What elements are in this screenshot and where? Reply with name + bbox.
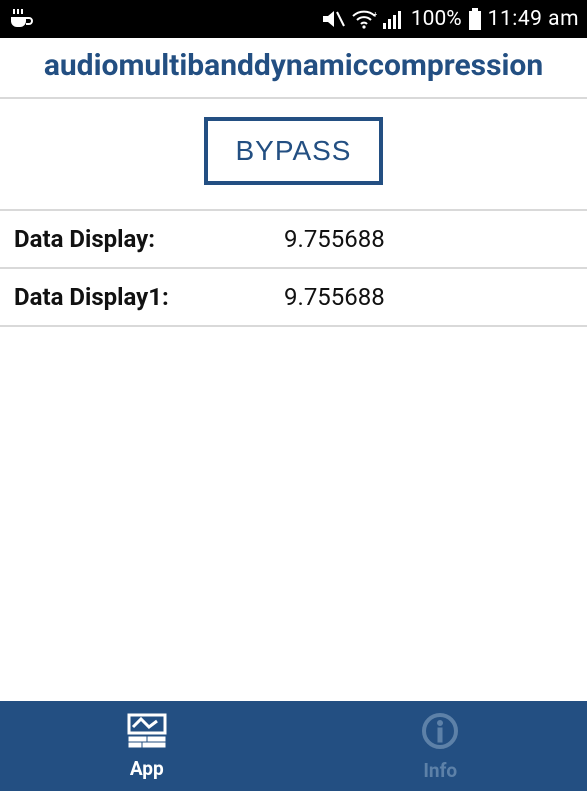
nav-label-app: App (130, 757, 164, 780)
data-value: 9.755688 (284, 283, 385, 311)
nav-tab-info[interactable]: Info (294, 701, 587, 791)
data-row: Data Display1: 9.755688 (0, 269, 587, 327)
content-area (0, 327, 587, 701)
nav-tab-app[interactable]: App (0, 701, 294, 791)
data-label: Data Display: (14, 225, 284, 253)
status-left (8, 8, 34, 30)
coffee-icon (8, 8, 34, 30)
wifi-icon: + (351, 9, 377, 29)
status-right: + 100% 11:49 am (321, 7, 579, 31)
data-row: Data Display: 9.755688 (0, 211, 587, 269)
app-icon (125, 713, 169, 753)
battery-percent: 100% (411, 7, 462, 31)
screen: + 100% 11:49 am audiomu (0, 0, 587, 791)
signal-icon (383, 9, 405, 29)
bottom-nav: App Info (0, 701, 587, 791)
data-value: 9.755688 (284, 225, 385, 253)
app-header: audiomultibanddynamiccompression (0, 38, 587, 99)
mute-icon (321, 8, 345, 30)
battery-icon (468, 8, 482, 30)
nav-label-info: Info (423, 759, 457, 782)
info-icon (420, 711, 460, 755)
svg-text:+: + (373, 10, 377, 19)
bypass-button[interactable]: BYPASS (204, 117, 384, 185)
status-bar: + 100% 11:49 am (0, 0, 587, 38)
data-label: Data Display1: (14, 283, 284, 311)
status-time: 11:49 am (488, 7, 579, 31)
bypass-section: BYPASS (0, 99, 587, 211)
page-title: audiomultibanddynamiccompression (8, 48, 579, 83)
